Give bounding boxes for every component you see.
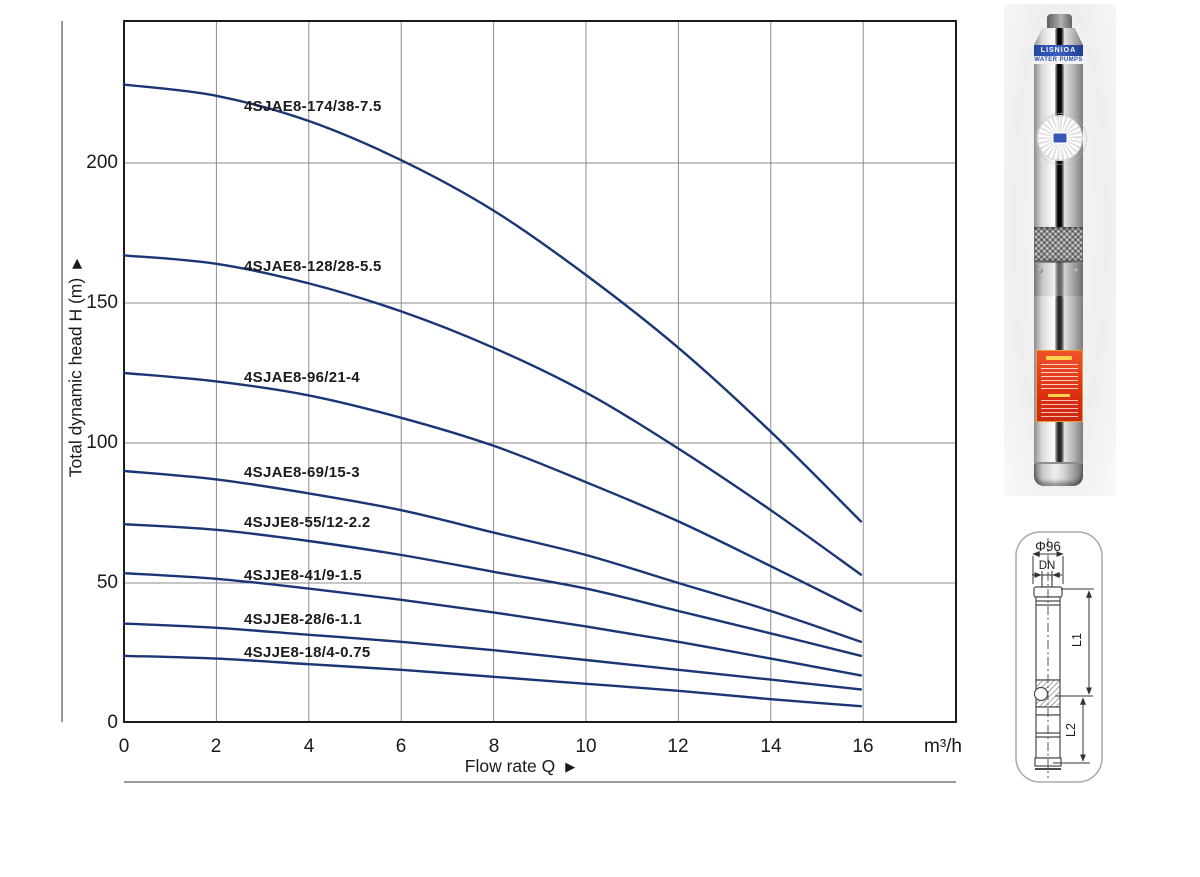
x-axis-unit: m³/h [924, 736, 962, 757]
x-tick-label: 2 [210, 736, 222, 757]
curve-label: 4SJAE8-69/15-3 [244, 464, 360, 481]
diagram-border [1015, 531, 1103, 783]
y-tick-label: 50 [96, 572, 118, 593]
dimension-diagram: Φ96 DN L1 L2 [1015, 531, 1103, 783]
curve-label: 4SJAE8-174/38-7.5 [244, 98, 382, 115]
pump-curve [122, 622, 863, 691]
pump-curve [122, 83, 863, 523]
warning-label-title-bar [1048, 394, 1070, 397]
brand-emblem-core-icon [1052, 132, 1068, 144]
x-axis-title: Flow rate Q ▶ [400, 756, 640, 777]
cable-guard-stripe [1055, 262, 1064, 296]
pump-curve [122, 371, 863, 613]
diagram-intake-circle [1033, 686, 1049, 702]
x-tick-label: 8 [488, 736, 500, 757]
x-tick-label: 14 [760, 736, 782, 757]
plot-frame [123, 20, 957, 723]
pump-top-cap [1047, 14, 1072, 32]
curve-label: 4SJAE8-96/21-4 [244, 369, 360, 386]
y-tick-label: 100 [86, 432, 118, 453]
diagram-dimension-lines [1032, 551, 1094, 764]
curve-label: 4SJJE8-18/4-0.75 [244, 644, 371, 661]
curve-label: 4SJAE8-128/28-5.5 [244, 258, 382, 275]
brand-sublabel: WATER PUMPS [1034, 56, 1083, 64]
curve-label: 4SJJE8-55/12-2.2 [244, 514, 371, 531]
y-axis-arrow-icon: ▶ [68, 258, 84, 269]
y-axis-title: Total dynamic head H (m) ▶ [66, 259, 87, 477]
y-tick-label: 150 [86, 292, 118, 313]
pump-curve [122, 469, 863, 643]
cable-guard-stripe [1055, 28, 1064, 45]
warning-label-text-lines [1041, 400, 1078, 417]
diagram-pump-outline [1033, 574, 1063, 770]
y-axis-title-text: Total dynamic head H (m) [65, 277, 86, 478]
warning-label-text-lines [1041, 364, 1078, 390]
y-tick-label: 0 [107, 712, 118, 733]
pump-curve [122, 572, 863, 677]
pump-bottom-cap [1034, 462, 1083, 486]
pump-curve [122, 254, 863, 576]
x-tick-label: 12 [667, 736, 689, 757]
pump-curve [122, 523, 863, 657]
x-tick-label: 16 [852, 736, 874, 757]
l2-label: L2 [1064, 723, 1078, 737]
pump-curve [122, 654, 863, 708]
diameter-label: Φ96 [1035, 539, 1061, 554]
curve-label: 4SJJE8-41/9-1.5 [244, 567, 362, 584]
brand-label: LISNIOA [1034, 45, 1083, 56]
x-tick-label: 4 [303, 736, 315, 757]
curve-label: 4SJJE8-28/6-1.1 [244, 611, 362, 628]
l1-label: L1 [1070, 633, 1084, 647]
dn-label: DN [1039, 560, 1056, 572]
pump-product-photo: LISNIOA WATER PUMPS [1004, 4, 1116, 496]
bolt-icon [1038, 268, 1043, 273]
y-tick-label: 200 [86, 152, 118, 173]
warning-label [1036, 350, 1083, 422]
x-tick-label: 0 [118, 736, 130, 757]
intake-strainer-band [1034, 227, 1083, 262]
emblem-ring [1035, 113, 1087, 165]
warning-label-title-bar [1046, 356, 1072, 360]
x-tick-label: 10 [575, 736, 597, 757]
bolt-icon [1074, 268, 1079, 273]
x-axis-arrow-icon: ▶ [565, 759, 576, 774]
x-tick-label: 6 [395, 736, 407, 757]
x-axis-title-text: Flow rate Q [464, 756, 556, 776]
